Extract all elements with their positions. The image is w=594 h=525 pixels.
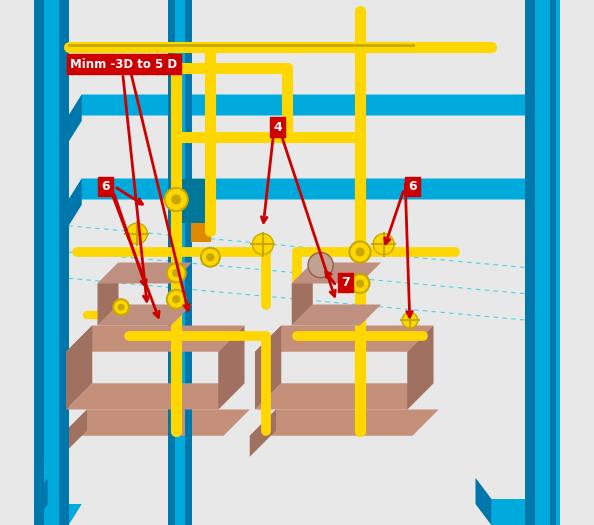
Circle shape [172,195,181,204]
FancyBboxPatch shape [34,0,69,525]
Polygon shape [97,262,118,326]
Polygon shape [255,383,434,410]
Circle shape [308,253,333,278]
Polygon shape [34,478,48,525]
Polygon shape [292,262,381,284]
Text: 7: 7 [341,276,350,289]
Circle shape [113,299,129,315]
Polygon shape [97,262,192,284]
Circle shape [402,312,418,328]
Circle shape [207,254,214,261]
Circle shape [172,296,180,303]
Text: 4: 4 [273,121,282,133]
Polygon shape [292,304,381,326]
Polygon shape [34,504,82,525]
Polygon shape [69,178,82,226]
Circle shape [356,280,364,287]
Circle shape [172,269,180,277]
Polygon shape [218,326,245,410]
Circle shape [167,290,186,309]
Circle shape [165,188,188,211]
FancyBboxPatch shape [168,0,175,525]
Text: 6: 6 [408,180,417,193]
Polygon shape [249,410,439,436]
Polygon shape [97,304,192,326]
FancyBboxPatch shape [34,0,44,525]
Polygon shape [255,326,434,352]
Circle shape [252,234,273,255]
Polygon shape [491,499,560,525]
FancyBboxPatch shape [191,210,211,242]
Polygon shape [407,326,434,410]
FancyBboxPatch shape [182,178,205,223]
Polygon shape [69,178,539,200]
Polygon shape [69,94,82,142]
Text: 6: 6 [101,180,110,193]
FancyBboxPatch shape [59,0,69,525]
FancyBboxPatch shape [185,0,192,525]
Polygon shape [61,410,87,457]
Polygon shape [255,326,281,410]
Polygon shape [292,262,313,326]
FancyBboxPatch shape [550,0,557,525]
Circle shape [350,274,369,293]
FancyBboxPatch shape [525,0,560,525]
FancyBboxPatch shape [525,0,535,525]
Polygon shape [476,478,491,525]
Circle shape [356,248,364,256]
Polygon shape [249,410,276,457]
Polygon shape [69,94,539,116]
Polygon shape [66,326,92,410]
Text: Minm -3D to 5 D: Minm -3D to 5 D [70,58,178,70]
Polygon shape [66,326,245,352]
Circle shape [118,304,124,310]
Circle shape [167,264,186,282]
Polygon shape [61,410,249,436]
Circle shape [349,242,371,262]
Circle shape [127,223,147,244]
FancyBboxPatch shape [191,178,211,213]
Circle shape [201,248,220,267]
Circle shape [373,234,394,255]
Polygon shape [66,383,245,410]
FancyBboxPatch shape [168,0,192,525]
